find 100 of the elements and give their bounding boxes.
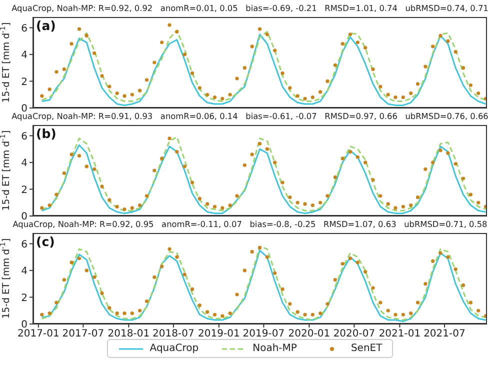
point — [310, 312, 314, 316]
point — [175, 150, 179, 154]
point — [378, 300, 382, 304]
point — [318, 311, 322, 316]
point — [48, 311, 52, 316]
point — [206, 92, 210, 96]
point — [468, 192, 472, 196]
x-tick-label: 2017-07 — [62, 328, 104, 340]
point — [348, 32, 352, 36]
point — [235, 194, 239, 198]
annotation: (b) — [36, 126, 56, 141]
point — [84, 268, 88, 272]
x-tick-label: 2020-01 — [288, 328, 330, 340]
point — [258, 27, 262, 31]
point — [280, 180, 284, 184]
point — [326, 302, 330, 306]
point — [378, 194, 382, 198]
point — [122, 311, 126, 316]
x-tick-label: 2019-07 — [242, 328, 285, 340]
point — [212, 95, 217, 100]
y-tick-label: 6 — [21, 131, 28, 142]
point — [288, 195, 292, 200]
point — [424, 167, 428, 171]
y-tick-label: 2 — [21, 184, 28, 196]
y-tick-label: 4 — [21, 266, 28, 278]
point — [468, 83, 472, 88]
point — [206, 202, 210, 206]
point — [326, 79, 330, 84]
point — [100, 74, 104, 78]
point — [416, 82, 420, 86]
point — [108, 198, 112, 202]
point — [446, 255, 450, 259]
point — [242, 268, 246, 272]
point — [446, 151, 450, 155]
point — [54, 192, 58, 196]
point — [265, 32, 269, 36]
point — [242, 66, 246, 70]
x-tick-label: 2020-07 — [333, 328, 376, 340]
point — [476, 308, 480, 312]
point — [280, 287, 284, 292]
point — [77, 256, 82, 260]
point — [130, 206, 134, 210]
point — [122, 94, 126, 98]
point — [130, 311, 134, 316]
point — [152, 168, 156, 172]
point — [371, 67, 375, 71]
legend-label: Noah-MP — [252, 343, 297, 354]
point — [258, 142, 262, 146]
y-tick-label: 2 — [21, 292, 28, 304]
x-tick-label: 2021-07 — [424, 328, 466, 340]
point — [228, 311, 232, 316]
point — [416, 195, 420, 200]
point — [386, 308, 390, 312]
point — [92, 51, 96, 55]
point — [198, 303, 202, 308]
point — [175, 255, 179, 259]
point — [130, 92, 134, 96]
point — [424, 282, 428, 286]
point — [303, 202, 307, 206]
point — [40, 206, 44, 210]
point — [364, 160, 368, 164]
point — [378, 84, 382, 88]
x-tick-label: 2019-01 — [198, 328, 240, 340]
point — [371, 178, 375, 182]
x-tick-label: 2018-07 — [152, 328, 194, 340]
point — [70, 42, 74, 46]
x-tick-label: 2021-01 — [378, 328, 421, 340]
point — [348, 150, 352, 154]
point — [62, 171, 66, 175]
point — [310, 203, 314, 208]
point — [265, 255, 269, 259]
point — [258, 246, 262, 250]
point — [190, 71, 194, 76]
point — [348, 256, 352, 260]
point — [100, 184, 104, 188]
point — [431, 44, 435, 48]
annotation: (c) — [36, 234, 55, 249]
point — [394, 312, 398, 316]
point — [401, 204, 405, 208]
x-tick-label: 2018-01 — [108, 328, 150, 340]
point — [144, 78, 149, 82]
point — [454, 50, 458, 54]
legend-label: AquaCrop — [150, 343, 199, 354]
point — [273, 48, 277, 52]
point — [48, 203, 52, 208]
point — [340, 262, 344, 266]
point — [461, 283, 466, 287]
point — [48, 87, 52, 92]
point — [206, 310, 210, 314]
point — [340, 156, 344, 160]
point — [333, 63, 337, 67]
point — [454, 162, 458, 166]
point — [296, 94, 300, 98]
point — [77, 27, 82, 31]
point — [386, 202, 390, 206]
point — [371, 286, 375, 290]
point — [416, 300, 420, 304]
point — [250, 44, 254, 48]
point — [182, 164, 186, 168]
point — [182, 52, 186, 56]
